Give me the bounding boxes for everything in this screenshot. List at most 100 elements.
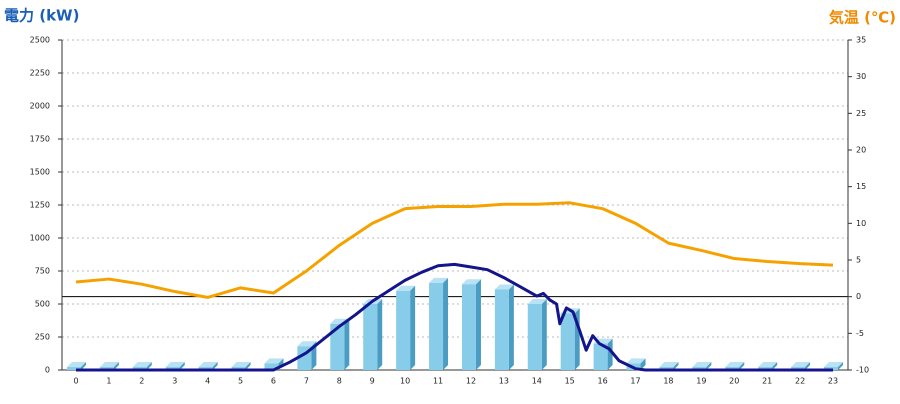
bar [330,323,345,370]
bar-side [706,362,712,370]
bar-side [805,362,811,370]
line [76,262,833,372]
bar-top [527,299,547,304]
y-tick-label: 1500 [30,168,50,177]
bar-top [396,285,416,291]
bar-side [245,362,251,370]
bar-side [410,285,416,370]
bar [527,304,542,370]
bar-side [508,284,514,370]
bar-side [113,362,119,370]
bar-side [739,362,745,370]
bar-top [758,362,778,367]
x-tick-label: 23 [828,377,838,386]
x-tick-label: 7 [304,377,309,386]
bar-top [198,362,218,367]
x-tick-label: 2 [139,377,144,386]
y2-tick-label: 0 [856,292,861,301]
x-tick-label: 10 [400,377,410,386]
bar-top [132,362,152,367]
x-tick-label: 16 [598,377,608,386]
y-tick-label: 500 [35,300,50,309]
bar-top [429,277,449,283]
y2-tick-label: -10 [856,366,869,375]
bar-side [377,299,383,370]
bar-top [231,362,251,367]
bar-side [212,362,218,370]
bar [264,363,279,370]
bar-side [475,279,481,370]
y-tick-label: 1750 [30,135,50,144]
x-tick-label: 19 [696,377,706,386]
x-tick-label: 1 [106,377,111,386]
bar-side [772,362,778,370]
bar [560,313,575,370]
y2-axis-title: 気温 (℃) [829,9,896,27]
x-tick-label: 12 [466,377,476,386]
bar-side [541,299,547,370]
y-tick-label: 750 [35,267,50,276]
bar-side [640,358,646,370]
bar [429,282,444,370]
bar-top [264,358,284,364]
bar-top [659,362,679,367]
bar [67,367,81,370]
y-tick-label: 2000 [30,102,50,111]
bar-side [344,318,350,370]
x-tick-label: 6 [271,377,276,386]
bar-side [81,362,86,370]
y-tick-label: 2250 [30,69,50,78]
bar-top [297,341,317,347]
x-tick-label: 11 [433,377,443,386]
x-tick-label: 13 [499,377,509,386]
x-tick-label: 22 [795,377,805,386]
x-tick-label: 9 [370,377,375,386]
y2-tick-label: 25 [856,109,866,118]
bar-side [146,362,152,370]
y-tick-label: 0 [45,366,50,375]
bar-top [494,284,514,290]
bar-top [791,362,811,367]
bar [593,343,608,370]
x-tick-label: 21 [762,377,772,386]
bar-side [838,362,843,370]
bar-top [824,362,843,367]
x-tick-label: 15 [565,377,575,386]
bar-top [461,279,481,285]
y-tick-label: 1250 [30,201,50,210]
y2-tick-label: 20 [856,146,866,155]
y-tick-label: 250 [35,333,50,342]
x-tick-label: 14 [532,377,542,386]
bar-side [179,362,185,370]
x-tick-label: 18 [663,377,673,386]
x-tick-label: 17 [630,377,640,386]
y2-tick-label: 10 [856,219,866,228]
y-axis-title: 電力 (kW) [4,7,79,25]
x-tick-label: 20 [729,377,739,386]
line [75,201,834,299]
x-tick-label: 0 [73,377,78,386]
bar [494,289,509,370]
x-tick-label: 3 [172,377,177,386]
bar-side [673,362,679,370]
x-tick-label: 8 [337,377,342,386]
y-tick-label: 1000 [30,234,50,243]
y2-tick-label: 30 [856,72,866,81]
bar-top [725,362,745,367]
bar-top [67,362,86,367]
bar-top [626,358,646,364]
bar-side [443,277,449,370]
bar-side [607,338,613,370]
y2-tick-label: -5 [856,329,864,338]
y2-tick-label: 35 [856,36,866,45]
y-tick-label: 2500 [30,36,50,45]
bar [363,304,378,370]
y2-tick-label: 15 [856,182,866,191]
x-tick-label: 4 [205,377,210,386]
y2-tick-label: 5 [856,256,861,265]
bar-top [692,362,712,367]
bar-top [165,362,185,367]
bar [461,284,476,370]
bar [396,290,411,370]
